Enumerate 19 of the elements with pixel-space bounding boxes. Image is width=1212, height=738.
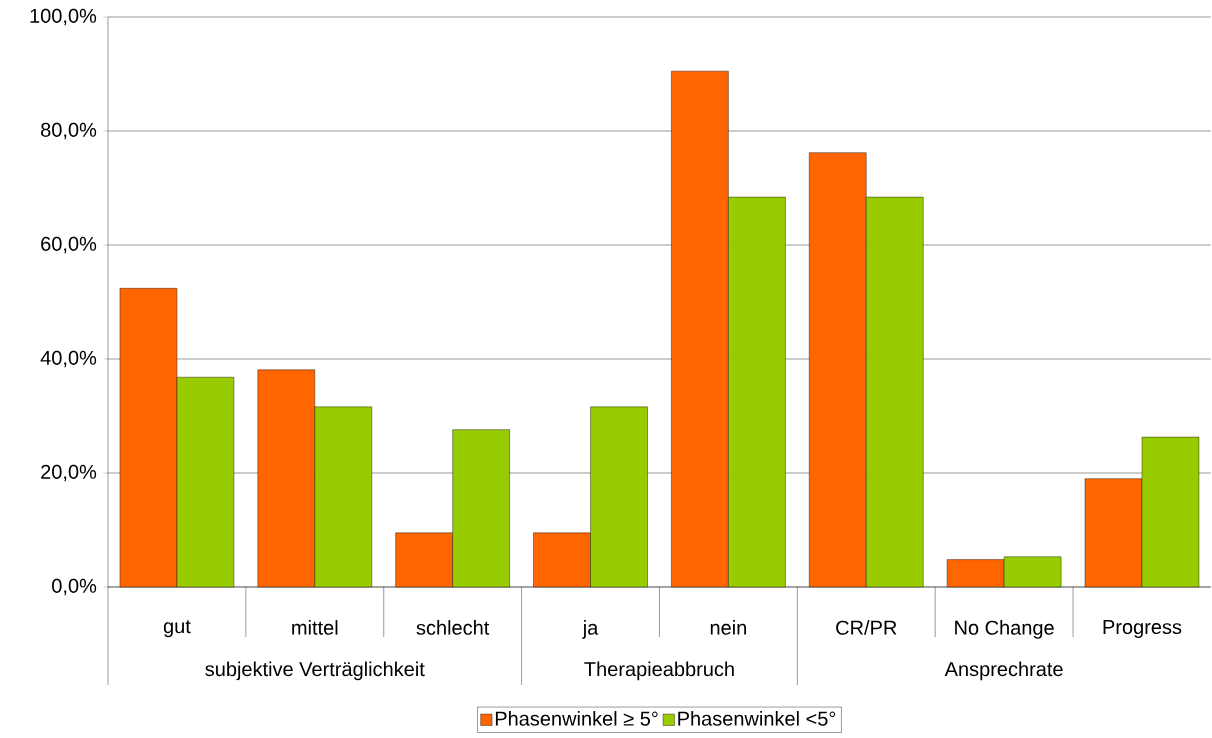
legend-label: Phasenwinkel <5° (678, 711, 836, 726)
legend-label: Phasenwinkel ≥ 5° (495, 711, 658, 726)
text: Ansprechrate (944, 661, 1063, 681)
x-tick-label: mittel (292, 620, 338, 635)
y-tick-label: 40,0% (40, 350, 97, 368)
text: subjektive Verträglichkeit (205, 661, 425, 681)
y-tick-label: 20,0% (41, 464, 97, 482)
y-tick-label: 80,0% (41, 122, 97, 140)
x-tick-label: schlecht (416, 620, 490, 635)
x-tick-label: CR/PR (836, 620, 897, 635)
x-tick-label: ja (582, 620, 599, 639)
x-tick-label: No Change (955, 620, 1054, 639)
x-tick-label: nein (710, 620, 746, 635)
y-tick-label: 100,0% (30, 8, 97, 26)
x-tick-label: Progress (1103, 620, 1182, 639)
y-tick-label: 0,0% (52, 578, 97, 596)
x-tick-label: gut (163, 620, 191, 638)
y-tick-label: 60,0% (41, 236, 97, 254)
text: Therapieabbruch (584, 661, 734, 681)
